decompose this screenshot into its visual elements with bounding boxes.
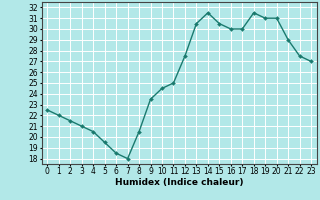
X-axis label: Humidex (Indice chaleur): Humidex (Indice chaleur): [115, 178, 244, 187]
